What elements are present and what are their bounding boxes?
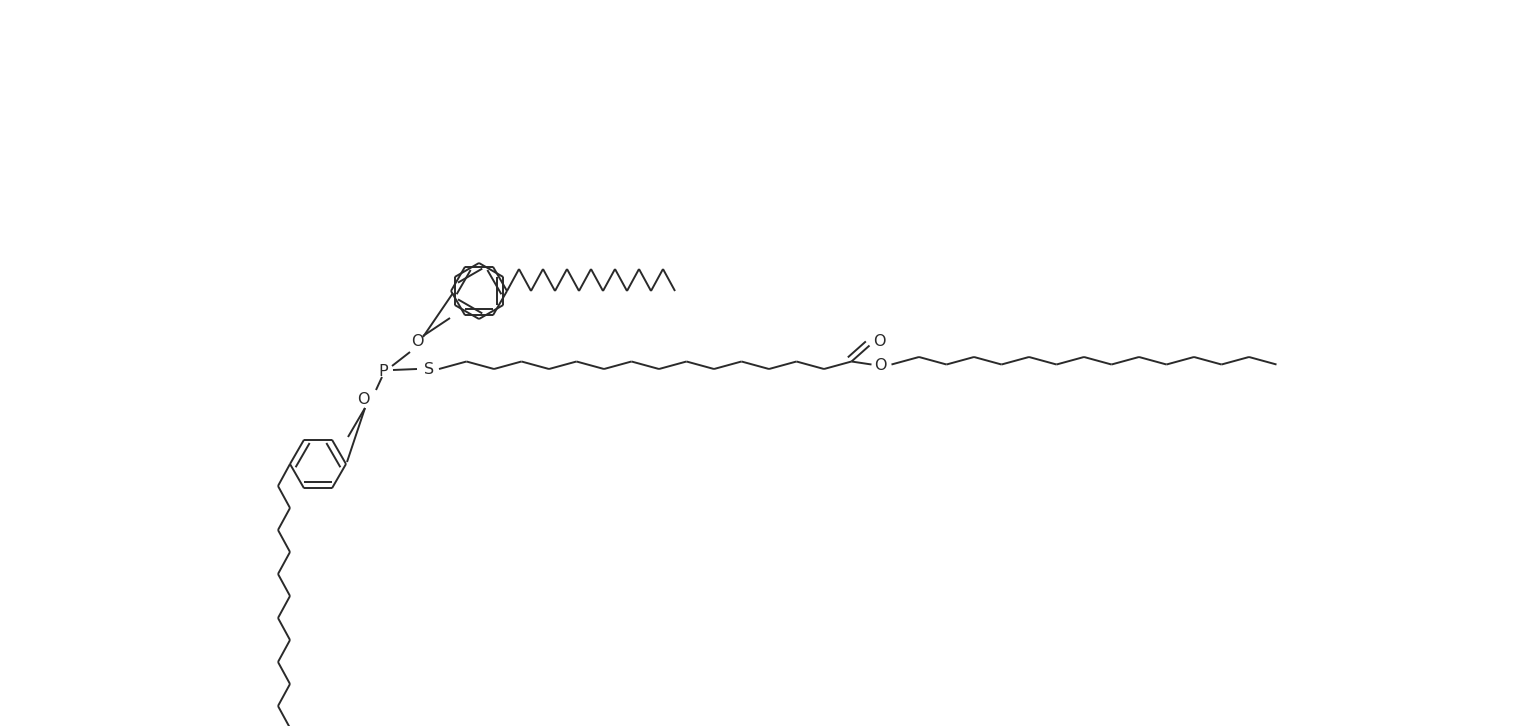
Text: S: S: [424, 362, 435, 377]
Text: O: O: [874, 334, 886, 349]
Text: O: O: [874, 358, 887, 373]
Text: O: O: [410, 333, 424, 348]
Text: P: P: [378, 364, 387, 378]
Text: O: O: [356, 391, 369, 407]
